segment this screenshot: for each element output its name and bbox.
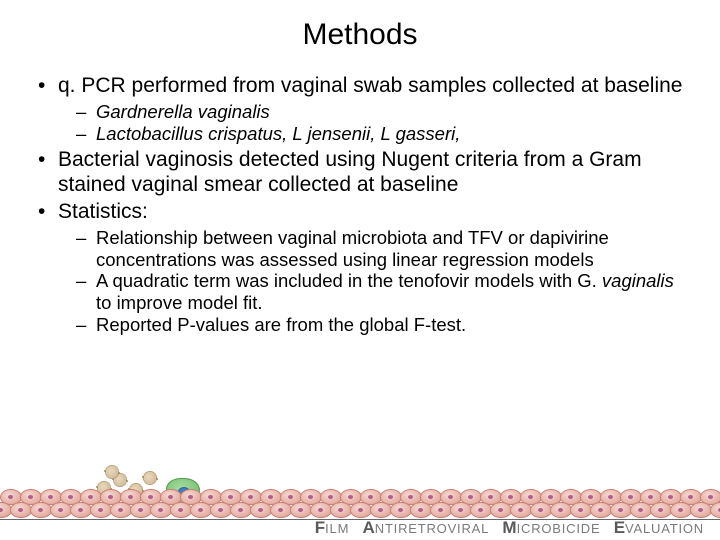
sub-bullet-text-italic: vaginalis	[602, 270, 674, 291]
sub-bullet-list: Gardnerella vaginalis Lactobacillus cris…	[58, 101, 684, 145]
logo-cap: M	[502, 518, 516, 537]
sub-bullet-item: Gardnerella vaginalis	[58, 101, 684, 123]
bullet-text: Statistics:	[58, 200, 148, 223]
slide-title: Methods	[36, 18, 684, 52]
sub-bullet-text: Relationship between vaginal microbiota …	[96, 227, 609, 270]
bullet-text: q. PCR performed from vaginal swab sampl…	[58, 74, 682, 97]
bullet-item: Statistics: Relationship between vaginal…	[36, 200, 684, 336]
sub-bullet-item: A quadratic term was included in the ten…	[58, 270, 684, 314]
logo-cap: A	[362, 518, 374, 537]
fame-logo: FILM ANTIRETROVIRAL MICROBICIDE EVALUATI…	[315, 518, 704, 538]
sub-bullet-item: Relationship between vaginal microbiota …	[58, 227, 684, 271]
sub-bullet-list: Relationship between vaginal microbiota …	[58, 227, 684, 336]
sub-bullet-text: Gardnerella vaginalis	[96, 101, 270, 122]
logo-word: NTIRETROVIRAL	[375, 521, 489, 536]
bullet-item: Bacterial vaginosis detected using Nugen…	[36, 148, 684, 198]
sub-bullet-text: Reported P-values are from the global F-…	[96, 314, 466, 335]
slide: Methods q. PCR performed from vaginal sw…	[0, 0, 720, 540]
sub-bullet-text: Lactobacillus crispatus, L jensenii, L g…	[96, 123, 460, 144]
bullet-item: q. PCR performed from vaginal swab sampl…	[36, 74, 684, 144]
footer: FILM ANTIRETROVIRAL MICROBICIDE EVALUATI…	[0, 470, 720, 540]
sub-bullet-item: Lactobacillus crispatus, L jensenii, L g…	[58, 123, 684, 145]
sub-bullet-text-post: to improve model fit.	[96, 292, 263, 313]
logo-word: ICROBICIDE	[517, 521, 601, 536]
logo-cap: E	[614, 518, 625, 537]
sub-bullet-text-pre: A quadratic term was included in the ten…	[96, 270, 602, 291]
logo-cap: F	[315, 518, 325, 537]
sub-bullet-item: Reported P-values are from the global F-…	[58, 314, 684, 336]
logo-word: VALUATION	[625, 521, 704, 536]
bullet-list: q. PCR performed from vaginal swab sampl…	[36, 74, 684, 336]
bullet-text: Bacterial vaginosis detected using Nugen…	[58, 148, 642, 196]
epithelium-band-icon	[0, 488, 720, 518]
logo-word: ILM	[325, 521, 349, 536]
